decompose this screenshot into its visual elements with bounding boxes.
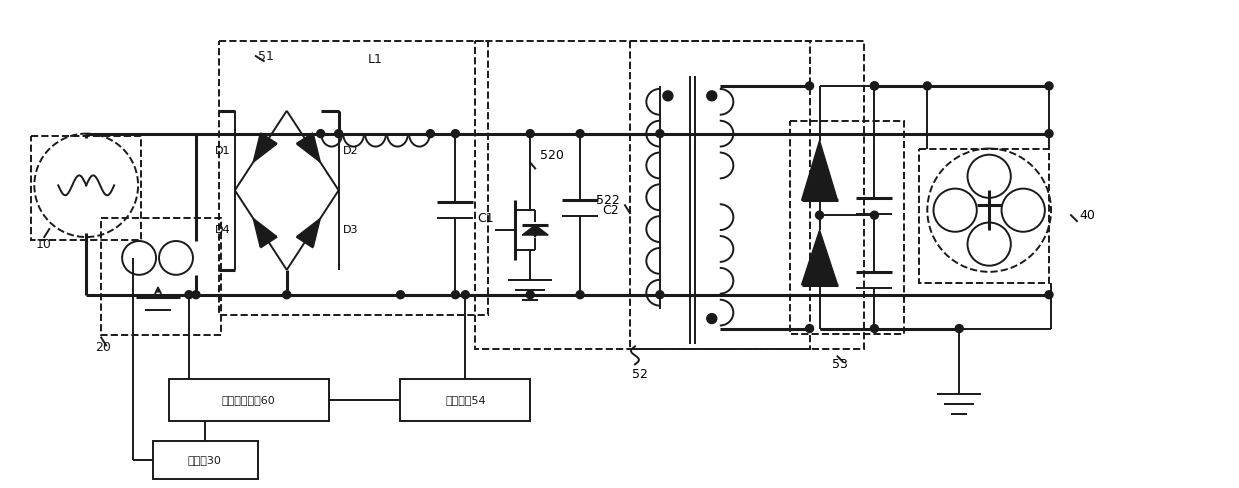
Circle shape (1044, 291, 1053, 299)
Circle shape (192, 291, 199, 299)
Circle shape (1044, 82, 1053, 90)
Text: 520: 520 (540, 149, 564, 162)
Circle shape (576, 130, 584, 138)
Text: D4: D4 (216, 225, 230, 235)
Polygon shape (253, 134, 276, 162)
Text: 20: 20 (95, 341, 112, 354)
Circle shape (426, 130, 435, 138)
Circle shape (461, 291, 470, 299)
Bar (169, 379, 328, 421)
Circle shape (871, 82, 878, 90)
Circle shape (451, 130, 460, 138)
Text: D2: D2 (343, 145, 358, 156)
Circle shape (527, 291, 534, 299)
Text: 51: 51 (258, 50, 274, 62)
Circle shape (451, 291, 460, 299)
Text: D1: D1 (216, 145, 230, 156)
Bar (629, 41, 809, 349)
Text: D3: D3 (343, 225, 358, 235)
Text: 操作部30: 操作部30 (188, 455, 222, 465)
Bar (31, 136, 141, 240)
Bar (102, 218, 221, 335)
Bar (789, 121, 904, 334)
Circle shape (923, 82, 932, 90)
Text: 53: 53 (831, 358, 847, 371)
Circle shape (706, 314, 717, 324)
Circle shape (655, 130, 664, 138)
Polygon shape (253, 219, 276, 247)
Circle shape (871, 211, 878, 219)
Polygon shape (297, 219, 321, 247)
Text: L1: L1 (368, 53, 383, 65)
Circle shape (317, 130, 325, 138)
Text: 52: 52 (632, 368, 648, 381)
Circle shape (655, 291, 664, 299)
Bar (154, 441, 258, 479)
Bar (476, 41, 865, 349)
Text: C1: C1 (477, 212, 494, 224)
Text: C2: C2 (602, 203, 618, 217)
Bar (919, 148, 1049, 283)
Circle shape (815, 211, 824, 219)
Circle shape (1044, 130, 1053, 138)
Circle shape (706, 91, 717, 101)
Circle shape (663, 91, 673, 101)
Circle shape (955, 325, 963, 332)
Text: 522: 522 (596, 194, 620, 207)
Circle shape (185, 291, 193, 299)
Circle shape (871, 82, 878, 90)
Bar (400, 379, 530, 421)
Polygon shape (802, 141, 838, 200)
Bar (219, 41, 488, 315)
Circle shape (805, 325, 814, 332)
Circle shape (396, 291, 404, 299)
Polygon shape (522, 225, 548, 235)
Circle shape (805, 82, 814, 90)
Text: 10: 10 (36, 239, 51, 251)
Circle shape (335, 130, 343, 138)
Circle shape (282, 291, 291, 299)
Text: 电压检测电路60: 电压检测电路60 (222, 395, 276, 405)
Circle shape (576, 291, 584, 299)
Text: 40: 40 (1079, 209, 1095, 222)
Text: 处理电路54: 处理电路54 (445, 395, 486, 405)
Circle shape (871, 325, 878, 332)
Polygon shape (297, 134, 321, 162)
Circle shape (527, 130, 534, 138)
Polygon shape (802, 230, 838, 285)
